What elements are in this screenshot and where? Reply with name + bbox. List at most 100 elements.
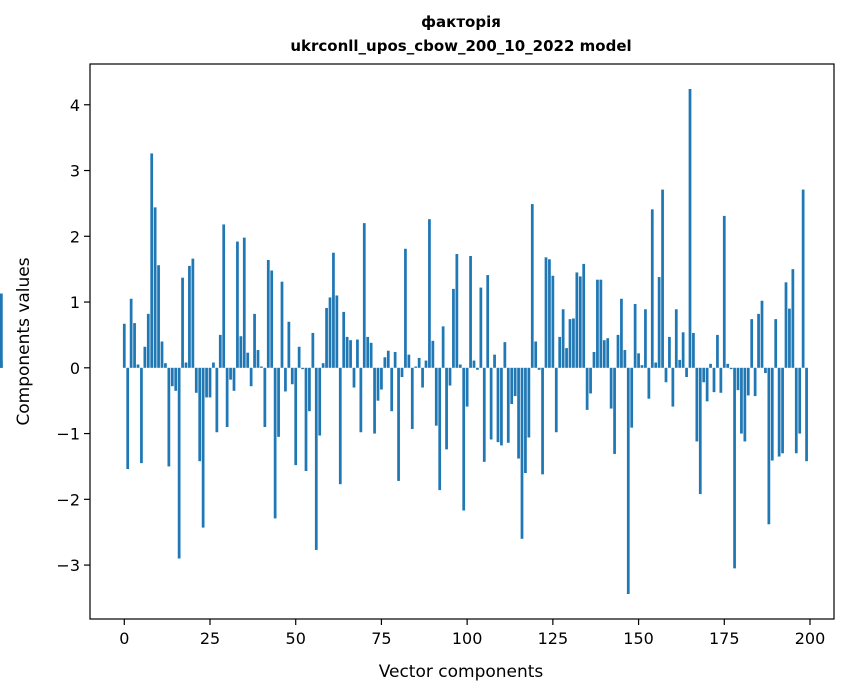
bar (335, 295, 339, 368)
bar (383, 357, 387, 368)
x-tick-label: 200 (795, 629, 826, 648)
y-tick-label: 0 (70, 359, 80, 378)
bar (153, 207, 157, 368)
bar (212, 362, 215, 368)
bar (386, 350, 390, 368)
ticks-layer: 0 25 50 75 100 125 150 175 200 −3 −2 −1 0 1 2 3 4 (56, 96, 825, 648)
bar (476, 367, 479, 370)
bar (438, 367, 442, 491)
bar (788, 308, 791, 368)
bar (637, 353, 640, 368)
bar (314, 367, 318, 550)
y-tick-label: 4 (70, 96, 80, 115)
bar (640, 365, 644, 368)
bar (746, 367, 750, 396)
bar (239, 336, 243, 368)
bar (266, 259, 270, 368)
bar (249, 367, 253, 387)
bar (568, 319, 572, 368)
x-tick-label: 75 (371, 629, 391, 648)
bar (246, 352, 250, 368)
bar (616, 334, 620, 368)
bar (390, 367, 394, 412)
bar (500, 367, 503, 446)
bar (431, 340, 435, 368)
bar (198, 367, 202, 462)
bar (332, 252, 335, 368)
plot-frame (89, 63, 835, 620)
bar (671, 367, 675, 407)
bar (613, 367, 616, 454)
bar (729, 367, 733, 370)
bar (373, 367, 376, 434)
bar (530, 204, 534, 368)
bar (318, 367, 322, 436)
bar (208, 367, 212, 398)
bar (297, 346, 301, 368)
bar (356, 339, 359, 368)
bar (236, 241, 239, 368)
bar (414, 366, 418, 368)
bar (561, 309, 565, 368)
bar (520, 367, 524, 539)
bar (434, 367, 438, 426)
bar (537, 367, 541, 370)
bar (325, 307, 328, 368)
bar (678, 359, 682, 368)
bar (551, 275, 555, 368)
bar (558, 336, 562, 368)
bar (524, 367, 527, 474)
bar (170, 367, 174, 387)
bar (342, 311, 346, 368)
bar (661, 189, 664, 368)
bar (157, 265, 160, 368)
bar (229, 367, 232, 380)
bar (393, 352, 397, 368)
bar (705, 367, 709, 402)
bar (764, 367, 767, 374)
bar (753, 367, 757, 397)
bar (410, 367, 414, 429)
bar (709, 363, 712, 368)
bar (606, 338, 610, 368)
bar (140, 367, 143, 464)
bar (311, 332, 315, 368)
bar (407, 354, 411, 368)
chart-title: фактopiя (421, 13, 501, 31)
bar (668, 336, 671, 368)
bar (122, 323, 126, 368)
bar (674, 309, 678, 368)
bar (527, 367, 531, 438)
bar (362, 223, 366, 368)
bar (657, 277, 661, 368)
bar (733, 367, 736, 569)
bar (191, 258, 195, 368)
bar (482, 367, 486, 462)
bar (136, 364, 140, 368)
bar (380, 367, 383, 390)
bar (441, 326, 445, 368)
bar (280, 281, 284, 368)
bar (445, 367, 448, 450)
y-tick-label: 3 (70, 162, 80, 181)
bar (452, 288, 455, 368)
bar (702, 367, 706, 383)
bar (801, 189, 805, 368)
bar (736, 367, 740, 391)
bar (506, 367, 510, 443)
bar (424, 360, 428, 368)
bar (218, 334, 222, 368)
bar (167, 367, 171, 467)
bar (685, 367, 688, 378)
bar (349, 340, 352, 368)
bar (404, 248, 407, 368)
bar (541, 367, 544, 475)
bar (647, 367, 651, 399)
bar (805, 367, 808, 462)
bar (654, 362, 658, 368)
bar (777, 367, 781, 457)
bar (726, 363, 730, 368)
bar (578, 276, 582, 368)
bar (486, 275, 490, 368)
bar (345, 336, 349, 368)
